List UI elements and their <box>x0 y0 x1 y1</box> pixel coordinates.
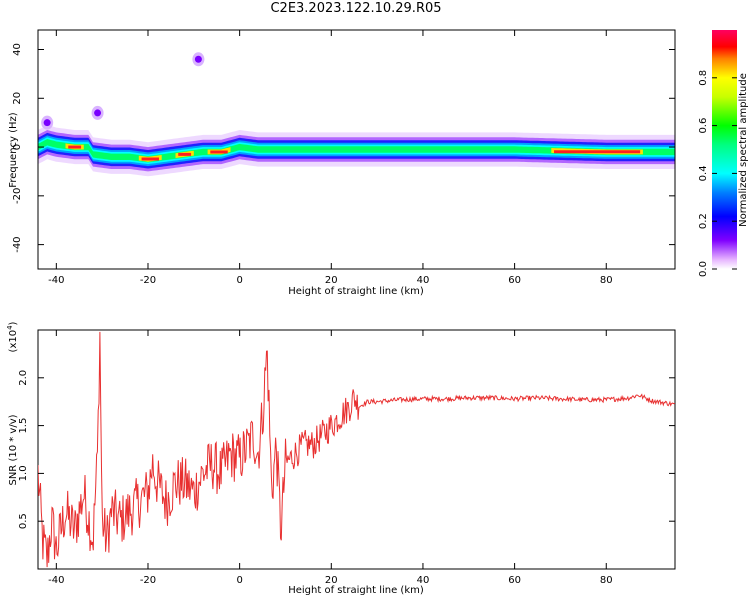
spectrogram-xtick-label: 0 <box>236 275 242 286</box>
snr-xtick-label: 20 <box>325 575 338 586</box>
snr-frame <box>37 329 676 570</box>
spectrogram-xtick-label: -40 <box>48 275 64 286</box>
spectrogram-ytick-label: -20 <box>12 188 23 204</box>
spectrogram-ticks: -40 -20 0 20 40 60 80 40 20 0 -20 -40 <box>12 30 675 286</box>
chart-title: C2E3.2023.122.10.29.R05 <box>270 1 442 16</box>
snr-ytick-label: 2.0 <box>18 370 29 386</box>
colorbar: 0.0 0.2 0.4 0.6 0.8 Normalized spectral ampl… <box>698 30 749 277</box>
colorbar-tick-label: 0.2 <box>698 213 709 229</box>
spectrogram-ytick-label: -40 <box>12 236 23 252</box>
spectrogram-ytick-label: 40 <box>12 43 23 56</box>
spectrogram-xlabel: Height of straight line (km) <box>288 286 424 297</box>
colorbar-tick-label: 0.4 <box>698 165 709 181</box>
snr-xlabel: Height of straight line (km) <box>288 585 424 596</box>
snr-multiplier-base: (x10 <box>8 330 19 353</box>
snr-ytick-label: 1.0 <box>18 465 29 481</box>
spectrogram-ytick-label: 0 <box>12 144 23 150</box>
snr-xtick-label: -40 <box>48 575 64 586</box>
spectrogram-xtick-label: 20 <box>325 275 338 286</box>
spectrogram-ytick-label: 20 <box>12 92 23 105</box>
snr-multiplier: (x104) <box>6 321 19 352</box>
spectrogram-xtick-label: -20 <box>140 275 156 286</box>
snr-ylabel: SNR (10 * v/v) <box>8 414 19 485</box>
spectrogram-blob-core <box>43 119 51 127</box>
snr-xtick-label: -20 <box>140 575 156 586</box>
colorbar-gradient <box>712 30 737 269</box>
snr-ytick-label: 1.5 <box>18 418 29 434</box>
snr-ytick-label: 0.5 <box>18 513 29 529</box>
spectrogram-blob-core <box>94 109 102 117</box>
colorbar-tick-label: 0.6 <box>698 118 709 134</box>
snr-xtick-label: 0 <box>236 575 242 586</box>
spectrogram-ylabel: Frequency (Hz) <box>8 112 19 188</box>
snr-xtick-label: 40 <box>417 575 430 586</box>
spectrogram-xtick-label: 80 <box>600 275 613 286</box>
colorbar-ticks: 0.0 0.2 0.4 0.6 0.8 <box>698 70 737 277</box>
snr-multiplier-exp: 4 <box>6 325 14 330</box>
colorbar-label: Normalized spectral amplitude <box>738 73 749 227</box>
spectrogram-band-green <box>38 139 675 163</box>
spectrogram-xtick-label: 60 <box>508 275 521 286</box>
colorbar-tick-label: 0.8 <box>698 70 709 86</box>
snr-xtick-label: 80 <box>600 575 613 586</box>
spectrogram-heatmap <box>38 52 675 177</box>
spectrogram-panel: -40 -20 0 20 40 60 80 40 20 0 -20 -40 Height of str… <box>8 29 676 297</box>
snr-multiplier-close: ) <box>8 321 19 325</box>
snr-panel: -40 -20 0 20 40 60 80 0.5 1.0 1.5 2.0 Height of st… <box>6 321 676 596</box>
snr-xtick-label: 60 <box>508 575 521 586</box>
spectrogram-frame <box>37 29 676 270</box>
snr-line <box>38 331 675 568</box>
snr-ticks: -40 -20 0 20 40 60 80 0.5 1.0 1.5 2.0 <box>18 330 675 586</box>
spectrogram-xtick-label: 40 <box>417 275 430 286</box>
spectrogram-blob-core <box>194 55 202 63</box>
colorbar-tick-label: 0.0 <box>698 261 709 277</box>
